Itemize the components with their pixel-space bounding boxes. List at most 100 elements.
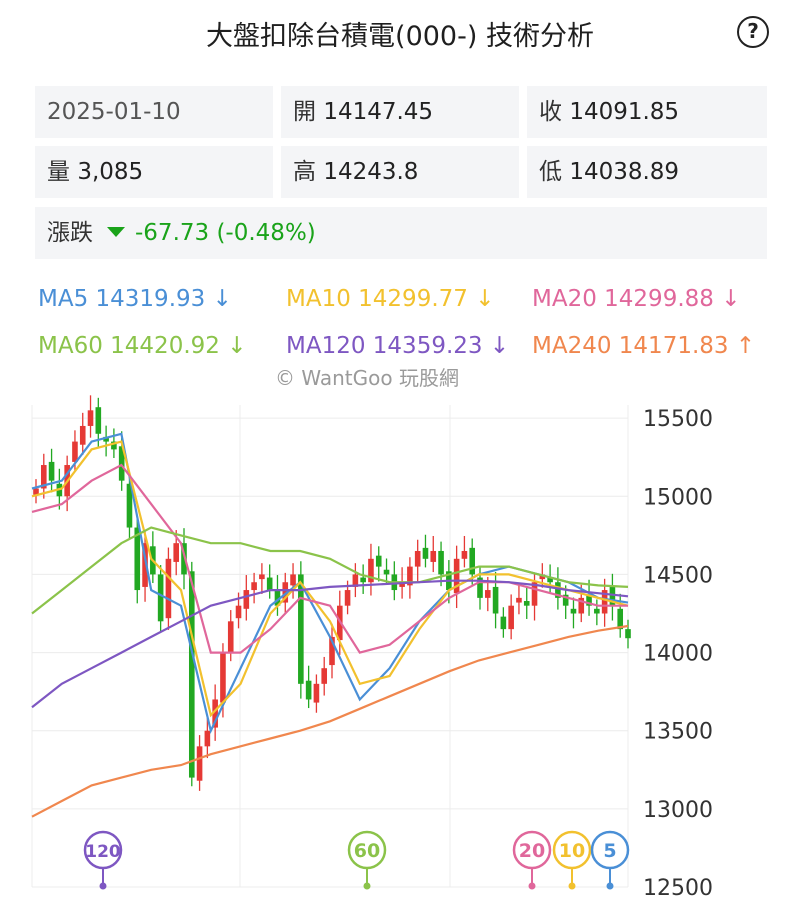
y-tick-label: 13500 [643, 720, 713, 745]
candle-body [79, 425, 86, 445]
low-value: 14038.89 [569, 159, 680, 185]
high-label: 高 [293, 159, 316, 185]
ma20-legend: MA20 14299.88 ↓ [532, 286, 741, 312]
candle-body [290, 574, 296, 586]
candle-body [196, 746, 203, 781]
candle-body [142, 543, 148, 587]
candle-body [188, 571, 195, 778]
candle-body [305, 680, 312, 700]
candle-body [126, 483, 133, 528]
candle-body [547, 577, 553, 583]
header: 大盤扣除台積電(000-) 技術分析 ? [0, 0, 800, 64]
candle-body [430, 550, 437, 562]
candle-body [368, 558, 374, 583]
marker-dot [568, 882, 576, 890]
period-marker-label: 5 [603, 840, 616, 862]
ma20-line [31, 463, 628, 654]
y-axis-labels: 1250013000135001400014500150001550016000 [643, 407, 713, 901]
candlestick-chart[interactable]: 1250013000135001400014500150001550016000… [0, 370, 800, 910]
y-tick-label: 15000 [643, 485, 713, 510]
candle-body [375, 555, 382, 567]
candle-body [33, 488, 39, 495]
candle-body [570, 608, 577, 614]
candle-body [407, 566, 413, 586]
open-label: 開 [293, 99, 316, 125]
volume-label: 量 [47, 159, 70, 185]
candle-body [95, 407, 102, 434]
candle-body [313, 683, 320, 703]
low-cell: 低 14038.89 [527, 146, 767, 198]
candle-body [165, 558, 172, 619]
period-marker-20 [512, 830, 552, 870]
volume-value: 3,085 [77, 159, 144, 185]
period-marker-10 [552, 830, 592, 870]
candle-body [87, 410, 94, 426]
ma10-legend: MA10 14299.77 ↓ [286, 286, 495, 312]
high-cell: 高 14243.8 [281, 146, 519, 198]
candle-body [617, 608, 624, 630]
period-marker-60 [347, 830, 387, 870]
candle-body [539, 574, 546, 580]
candle-body [40, 465, 47, 489]
y-tick-label: 15500 [643, 407, 713, 432]
candle-body [601, 590, 608, 614]
candle-body [220, 652, 226, 703]
candle-body [72, 441, 78, 462]
marker-dot [363, 882, 371, 890]
candle-body [383, 569, 390, 575]
candle-body [204, 730, 211, 747]
candle-body [523, 600, 530, 606]
period-marker-label: 20 [519, 840, 545, 862]
candle-body [414, 550, 421, 567]
change-value: -67.73 (-0.48%) [135, 220, 316, 246]
candle-body [134, 527, 141, 591]
ma5-legend: MA5 14319.93 ↓ [38, 286, 232, 312]
candle-body [555, 582, 561, 598]
down-triangle-icon [107, 226, 125, 237]
candle-body [329, 636, 335, 666]
candle-body [48, 461, 55, 481]
candle-body [594, 608, 600, 614]
y-tick-label: 13000 [643, 798, 713, 823]
marker-dot [606, 882, 614, 890]
y-tick-label: 14000 [643, 642, 713, 667]
period-marker-label: 60 [354, 840, 380, 862]
ma120-line [31, 579, 629, 709]
page-title: 大盤扣除台積電(000-) 技術分析 [206, 21, 594, 52]
marker-dot [528, 882, 536, 890]
candle-body [469, 547, 476, 575]
candle-body [477, 577, 483, 598]
candle-body [399, 582, 405, 587]
y-tick-label: 14500 [643, 563, 713, 588]
candle-body [157, 574, 164, 622]
candles [33, 395, 631, 791]
candle-body [298, 574, 304, 684]
candle-body [531, 582, 538, 606]
candle-body [282, 582, 289, 603]
date-cell: 2025-01-10 [35, 86, 273, 138]
candle-body [562, 594, 569, 606]
candle-body [103, 436, 109, 442]
candle-body [235, 605, 242, 619]
period-marker-120 [83, 830, 123, 870]
candle-body [516, 597, 522, 603]
period-marker-5 [590, 830, 630, 870]
period-marker-label: 120 [85, 842, 121, 862]
candle-body [259, 574, 265, 580]
help-button[interactable]: ? [737, 16, 769, 48]
candle-body [453, 558, 460, 594]
period-markers: 120 60 20 10 5 [83, 830, 630, 890]
candle-body [578, 597, 585, 614]
change-label: 漲跌 [47, 220, 93, 246]
ma10-line [31, 440, 629, 718]
ma60-legend: MA60 14420.92 ↓ [38, 333, 247, 359]
watermark: © WantGoo 玩股網 [275, 366, 459, 390]
change-cell: 漲跌 -67.73 (-0.48%) [35, 207, 767, 259]
candle-body [609, 586, 616, 606]
ma240-legend: MA240 14171.83 ↑ [532, 333, 756, 359]
candle-body [625, 629, 631, 639]
ma120-legend: MA120 14359.23 ↓ [286, 333, 510, 359]
candle-body [360, 577, 366, 583]
candle-body [118, 446, 125, 481]
candle-body [484, 590, 491, 598]
